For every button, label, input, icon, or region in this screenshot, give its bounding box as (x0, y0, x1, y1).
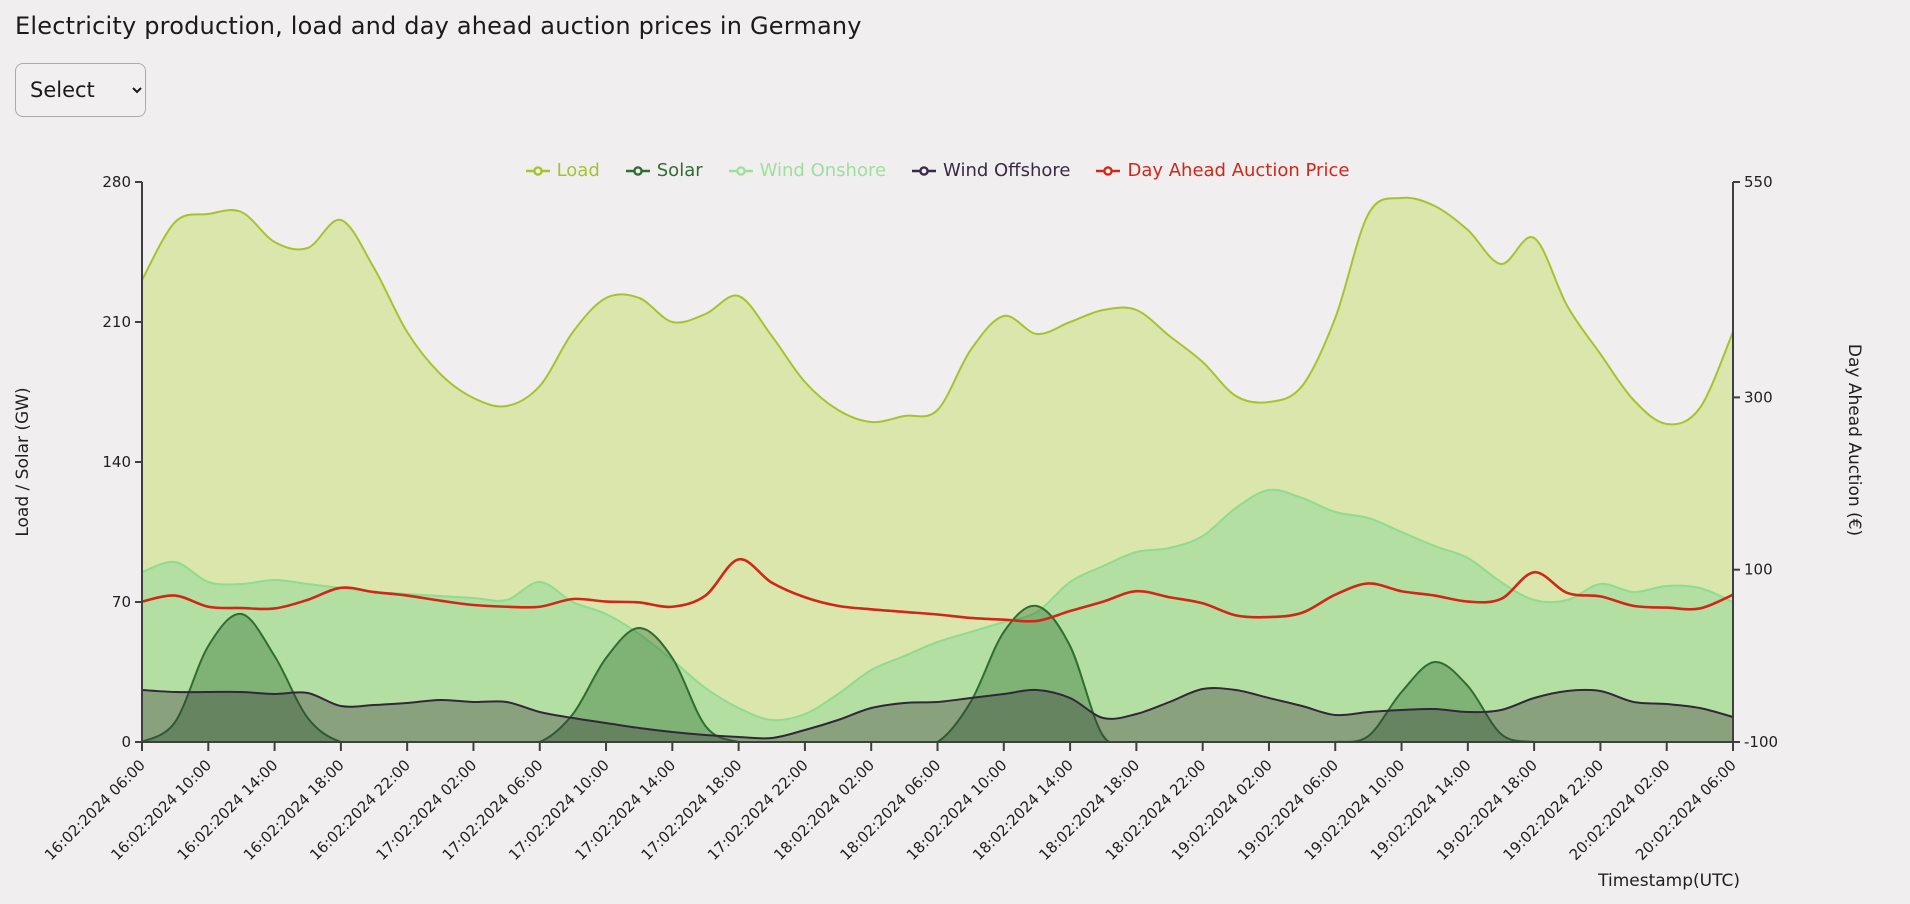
legend-label-load: Load (556, 160, 600, 181)
legend-label-day-ahead-auction-price: Day Ahead Auction Price (1127, 160, 1350, 181)
series-day-ahead-auction-price-line (142, 558, 1733, 623)
legend-label-wind-onshore: Wind Onshore (759, 160, 887, 181)
legend-marker-wind-offshore (912, 165, 937, 176)
y-left-tick-label: 140 (102, 453, 131, 471)
series-load-line (142, 196, 1733, 426)
series-wind-onshore-area (142, 489, 1733, 742)
y-left-tick-label: 0 (121, 733, 131, 751)
y-left-tick-label: 210 (102, 313, 131, 331)
y-left-tick-label: 280 (102, 173, 131, 191)
series-solar-line (142, 604, 1733, 742)
chart-legend: Load Solar Wind Onshore Wind Offshore Day Ah… (0, 160, 1875, 181)
y-right-tick-label: 300 (1744, 388, 1773, 406)
series-wind-onshore-line (142, 488, 1733, 722)
legend-marker-wind-onshore (728, 165, 753, 176)
legend-marker-solar (625, 165, 650, 176)
legend-marker-load (525, 165, 550, 176)
legend-marker-day-ahead-auction-price (1096, 165, 1121, 176)
legend-item-load[interactable]: Load (525, 160, 600, 181)
y-left-axis-title: Load / Solar (GW) (13, 387, 33, 536)
series-wind-offshore-line (142, 687, 1733, 740)
x-axis-title: Timestamp(UTC) (1597, 871, 1740, 891)
series-select[interactable]: Select (15, 63, 146, 117)
y-right-tick-label: 100 (1744, 561, 1773, 579)
y-right-axis-title: Day Ahead Auction (€) (1844, 344, 1864, 536)
y-right-tick-label: 550 (1744, 173, 1773, 191)
legend-item-wind-onshore[interactable]: Wind Onshore (728, 160, 887, 181)
y-right-tick-label: -100 (1744, 733, 1778, 751)
legend-item-day-ahead-auction-price[interactable]: Day Ahead Auction Price (1096, 160, 1349, 181)
legend-label-solar: Solar (656, 160, 703, 181)
series-wind-offshore-area (142, 688, 1733, 742)
legend-label-wind-offshore: Wind Offshore (943, 160, 1071, 181)
series-solar-area (142, 605, 1733, 742)
page-title: Electricity production, load and day ahe… (15, 12, 862, 40)
plot-series (142, 196, 1733, 742)
legend-item-wind-offshore[interactable]: Wind Offshore (912, 160, 1070, 181)
legend-item-solar[interactable]: Solar (625, 160, 703, 181)
y-left-tick-label: 70 (112, 593, 131, 611)
